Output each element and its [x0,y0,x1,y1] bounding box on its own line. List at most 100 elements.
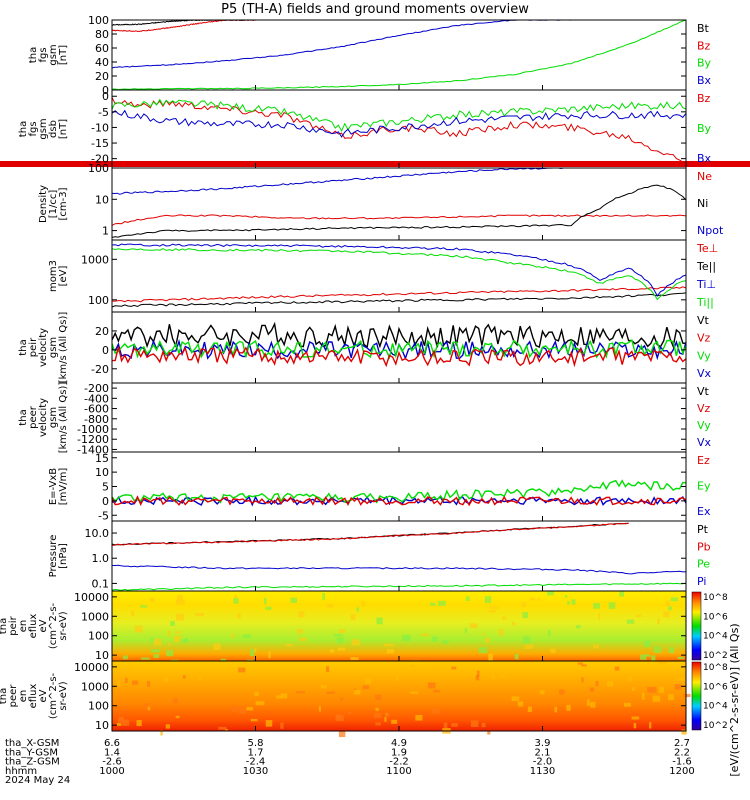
spectrogram-cell [518,670,527,673]
y-tick-label: 80 [95,28,109,41]
y-axis-label-line: [eV] [58,266,69,287]
legend-entry: Npot [697,224,724,237]
y-axis-label-line: peir [28,337,39,357]
spectrogram-cell [472,671,477,677]
y-tick-label: -20 [91,153,109,166]
spectrogram-cell [154,638,162,646]
spectrogram-cell [362,685,370,690]
spectrogram-cell [663,611,670,618]
y-tick-label: -5 [98,509,109,522]
spectrogram-cell [478,647,488,654]
y-axis-label-line: (cm^2-s- [48,602,59,649]
spectrogram-cell [356,607,359,612]
spectrogram-cell [643,654,651,657]
x-tick-value: 1200 [669,766,694,777]
x-tick-value: 4.9 [391,738,407,749]
spectrogram-cell [652,695,661,702]
panel-background [112,452,686,521]
spectrogram-cell [674,684,682,690]
x-tick-value: -1.6 [672,757,692,768]
spectrogram-cell [250,718,258,722]
spectrogram-cell [593,644,599,649]
spectrogram-cell [326,691,335,695]
spectrogram-cell [432,708,440,714]
colorbar-tick-label: 10^4 [703,702,728,712]
x-tick-value: 2.2 [674,747,690,758]
spectrogram-cell [163,676,169,682]
series-line [111,214,687,226]
spectrogram-cell [322,593,326,600]
spectrogram-cell [280,722,284,729]
spectrogram-cell [213,643,221,650]
panel-10: 10^2 10^4 10^6 10^8 10 100 1000 10000 thapeerene… [0,660,728,738]
spectrogram-cell [488,610,496,613]
panel-2: -20 -15 -10 -5 0 thafgsgsmdsb[nT] Bz By Bx [0,89,750,169]
series-line [111,184,687,238]
y-axis-label-line: tha [0,618,9,634]
colorbar-units-label: [eV/(cm^2-s-sr-eV)] (All Qs) [728,623,741,776]
spectrogram-cell [451,723,458,727]
panel-background [112,312,686,383]
x-row-label: tha_Z-GSM [5,757,60,768]
x-row-label: tha_X-GSM [5,738,59,749]
spectrogram-cell [149,597,155,603]
plot-title: P5 (TH-A) fields and ground moments over… [221,2,529,17]
x-tick-value: 5.8 [248,738,264,749]
legend-entry: Vt [697,314,710,327]
legend-entry: Bx [697,74,712,87]
spectrogram-cell [131,680,139,685]
y-tick-label: 0 [102,90,109,103]
colorbar [691,591,702,661]
spectrogram-cell [170,621,175,626]
series-line [111,292,687,308]
spectrogram-cell [666,600,670,607]
spectrogram-cell [265,720,273,727]
y-tick-label: -800 [84,413,109,426]
spectrogram-cell [197,676,202,681]
legend-entry: Pe [697,558,710,571]
spectrogram-cell [182,675,186,679]
spectrogram-cell [296,691,306,694]
x-tick-value: 1.9 [391,747,407,758]
spectrogram-cell [233,598,239,604]
legend-entry: By [697,122,712,135]
legend-entry: Bx [697,152,712,165]
spectrogram-cell [436,666,439,670]
spectrogram-cell [395,674,399,681]
y-axis-label-line: tha [18,121,29,137]
spectrogram-cell [231,705,238,712]
panel-background [112,383,686,452]
panels: 020406080100thafgsgsm[nT]BtBzByBx-20-15-… [0,14,750,777]
panel-background [112,168,686,240]
spectrogram-cell [433,689,440,693]
spectrogram-cell [623,702,631,707]
spectrogram-cell [647,686,652,693]
x-tick-value: -2.6 [102,757,122,768]
y-tick-label: 1.0 [92,552,110,565]
spectrogram-cell [631,687,636,691]
y-axis-label-line: sr-eV) [58,611,69,640]
spectrogram-cell [515,669,522,675]
y-axis-label-line: eV [38,619,49,632]
spectrogram-cell [329,649,335,653]
x-tick-value: 1130 [530,766,555,777]
spectrogram-cell [567,601,571,605]
y-axis-label-line: en [18,690,29,703]
spectrogram-cell [276,695,282,699]
spectrogram-field [112,591,686,661]
y-axis-label-line: tha [0,688,9,704]
y-axis-label-line: [km/s (All Qs)] [58,382,69,454]
spectrogram-cell [566,704,571,711]
spectrogram-cell [668,694,674,701]
series-line [111,321,687,349]
y-tick-label: 0 [102,84,109,97]
spectrogram-cell [668,646,675,654]
y-axis-label-line: [1/cc] [48,190,59,219]
colorbar-tick-label: 10^6 [703,612,728,622]
spectrogram-cell [326,603,334,608]
spectrogram-cell [677,656,685,659]
spectrogram-cell [297,629,303,634]
spectrogram-cell [351,639,360,646]
